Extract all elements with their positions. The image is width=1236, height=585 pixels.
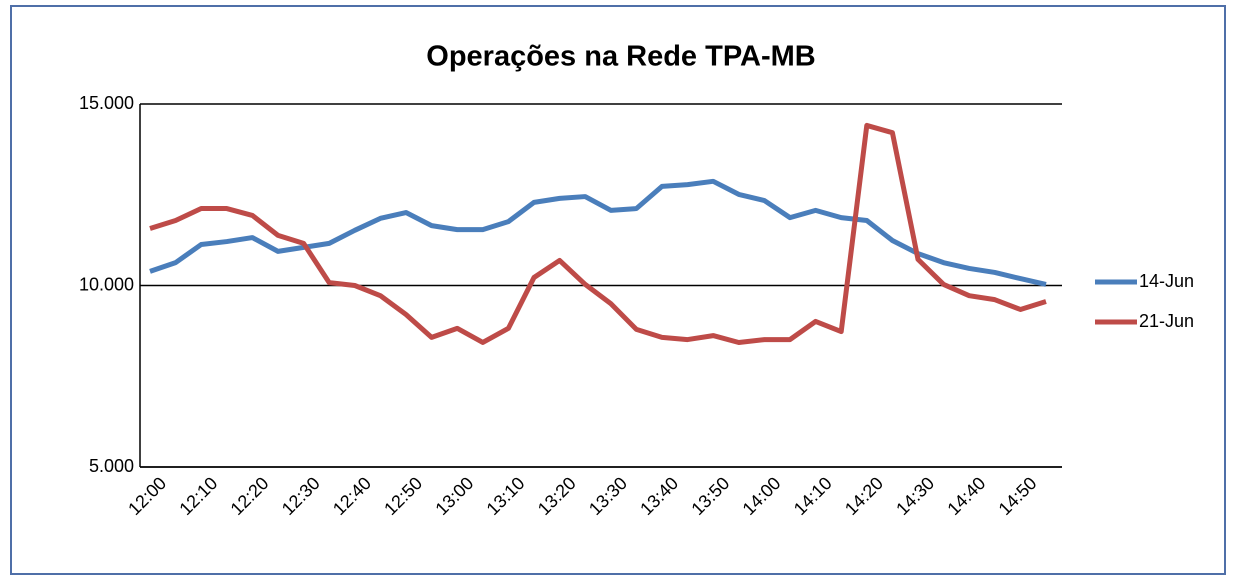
chart-title: Operações na Rede TPA-MB: [426, 41, 815, 73]
data-line: [149, 178, 1047, 287]
y-tick-label: 10.000: [79, 274, 134, 294]
legend-label: 14-Jun: [1139, 271, 1194, 291]
chart-border: [10, 5, 1226, 575]
legend-label: 21-Jun: [1139, 311, 1194, 331]
y-tick-label: 15.000: [79, 93, 134, 113]
data-line: [149, 122, 1047, 345]
y-tick-label: 5.000: [89, 456, 134, 476]
